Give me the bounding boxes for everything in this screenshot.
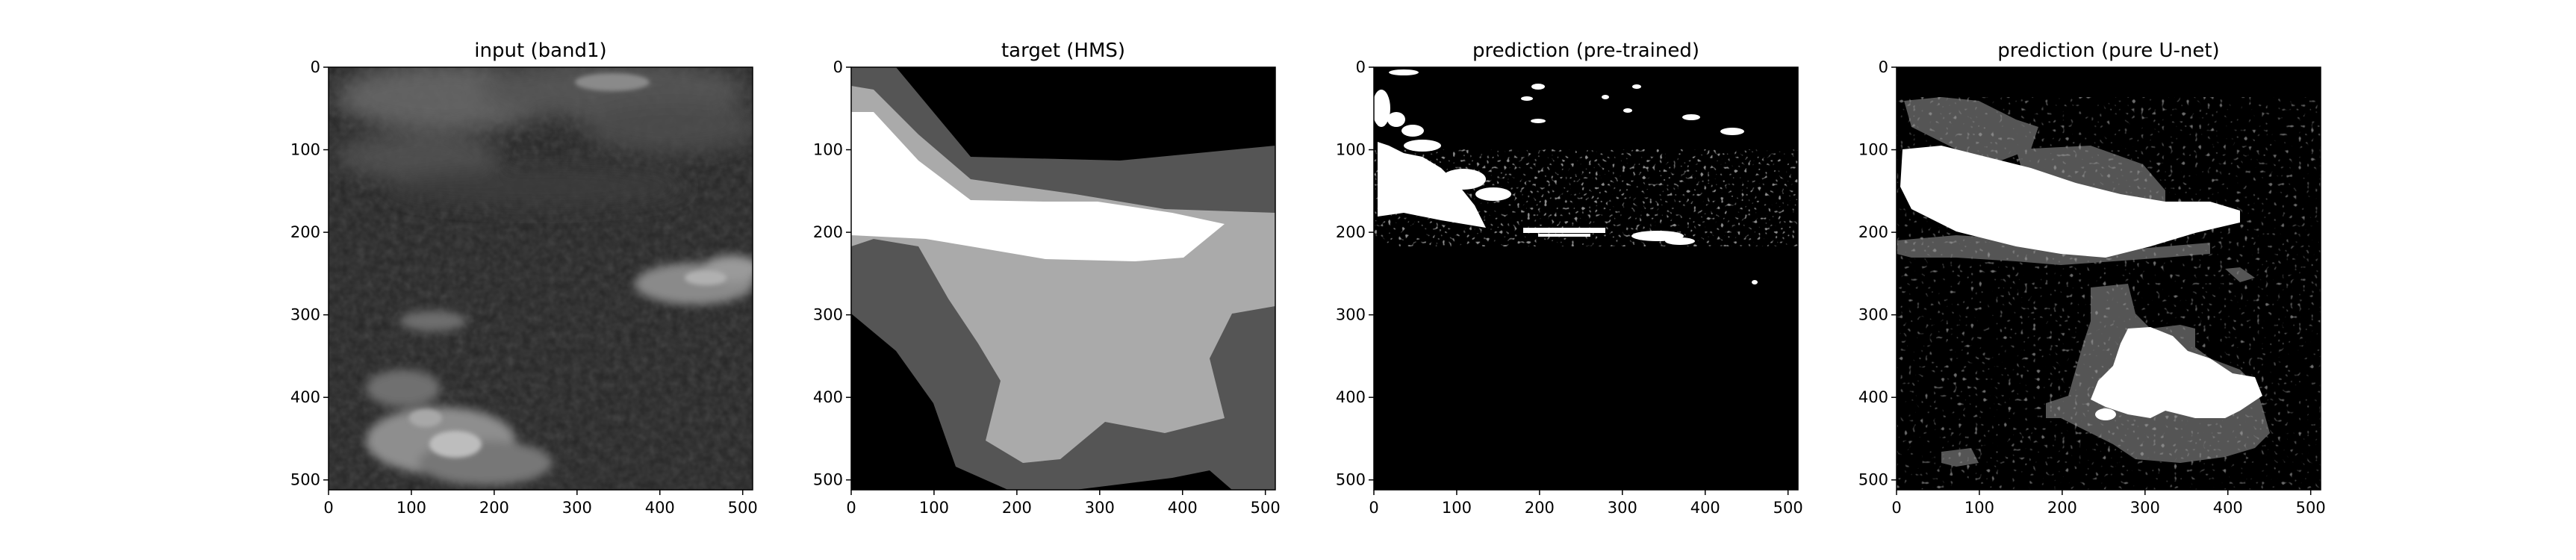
panel-frame [1896,66,2321,491]
y-tick-label: 300 [1336,306,1366,324]
x-tick-label: 500 [728,499,758,517]
y-tick-label: 400 [1336,388,1366,406]
x-tick-label: 300 [1085,499,1115,517]
x-tick-label: 200 [2047,499,2077,517]
white-region [851,112,1225,261]
x-tick-label: 200 [1525,499,1555,517]
x-tick-label: 100 [1442,499,1472,517]
x-tick-label: 500 [1773,499,1803,517]
x-tick-label: 200 [479,499,509,517]
panel-title-input: input (band1) [474,40,606,62]
x-tick-label: 300 [562,499,592,517]
panel-target-hms: target (HMS) 0 100 200 300 400 50001002003004… [813,40,1281,517]
prediction-unet-image [1897,67,2321,490]
y-tick-label: 0 [1879,58,1888,76]
panel-prediction-pretrained: prediction (pre-trained) [1336,40,1803,517]
y-tick-label: 500 [1336,471,1366,489]
x-tick-label: 100 [919,499,949,517]
x-tick-label: 500 [2296,499,2326,517]
x-tick-label: 400 [645,499,675,517]
y-tick-label: 500 [1858,471,1888,489]
y-tick-label: 100 [1336,141,1366,159]
y-tick-label: 0 [311,58,320,76]
x-tick-label: 0 [1891,499,1901,517]
x-tick-label: 300 [2130,499,2160,517]
y-tick-label: 100 [290,141,320,159]
y-tick-label: 0 [1356,58,1366,76]
panel-title-target: target (HMS) [1001,40,1125,62]
x-tick-label: 400 [2213,499,2243,517]
x-tick-label: 300 [1608,499,1637,517]
y-tick-label: 500 [813,471,843,489]
y-tick-label: 400 [813,388,843,406]
x-tick-label: 0 [846,499,856,517]
input-image [329,67,753,490]
x-tick-label: 400 [1690,499,1720,517]
y-tick-label: 200 [1336,223,1366,241]
y-tick-label: 100 [1858,141,1888,159]
x-tick-label: 100 [396,499,426,517]
target-image [851,67,1275,490]
panel-title-prediction-pretrained: prediction (pre-trained) [1472,40,1699,62]
panel-frame [328,66,753,491]
x-tick-label: 100 [1964,499,1994,517]
x-tick-label: 0 [323,499,333,517]
panel-frame [850,66,1276,491]
y-tick-label: 300 [813,306,843,324]
panel-prediction-unet: prediction (pure U-net) 0 100 200 300 400 500… [1858,40,2326,517]
y-tick-label: 200 [1858,223,1888,241]
panel-frame [1373,66,1799,491]
y-tick-label: 400 [290,388,320,406]
x-tick-label: 200 [1002,499,1032,517]
y-tick-label: 300 [1858,306,1888,324]
prediction-pretrained-image [1374,67,1798,490]
y-tick-label: 0 [833,58,843,76]
x-tick-label: 400 [1168,499,1198,517]
y-tick-label: 300 [290,306,320,324]
light-gray-region [851,86,1275,463]
y-tick-label: 500 [290,471,320,489]
panel-title-prediction-unet: prediction (pure U-net) [1997,40,2219,62]
panel-input-band1: input (band1) [290,40,758,517]
y-tick-label: 100 [813,141,843,159]
y-tick-label: 200 [813,223,843,241]
x-tick-label: 0 [1369,499,1378,517]
y-tick-label: 200 [290,223,320,241]
x-tick-label: 500 [1251,499,1281,517]
y-tick-label: 400 [1858,388,1888,406]
